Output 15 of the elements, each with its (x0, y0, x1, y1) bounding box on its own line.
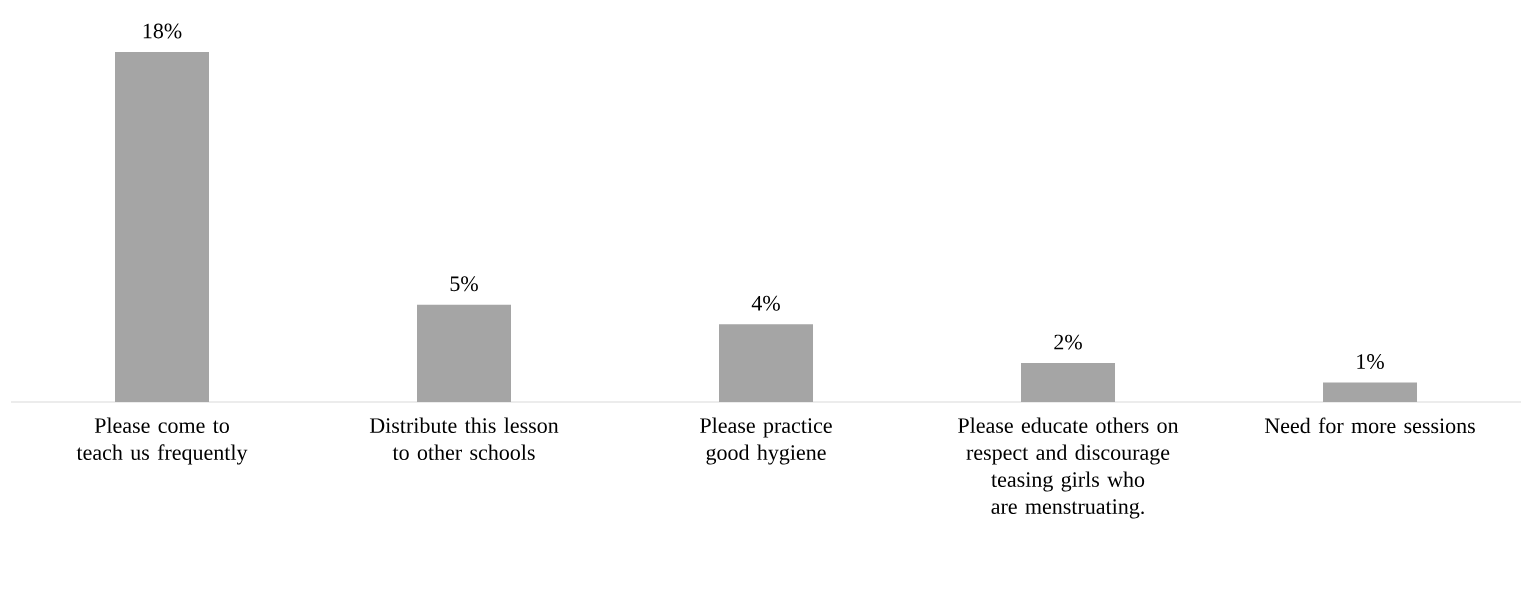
x-tick-label: Distribute this lesson to other schools (369, 417, 559, 461)
x-tick-label: Please educate others on respect and discourage teasing girls who are menstruating. (958, 417, 1179, 519)
x-tick-label: Please practice good hygiene (700, 417, 832, 465)
x-tick-label: Need for more sessions (1264, 417, 1475, 434)
x-tick-label: Please come to teach us frequently (76, 417, 248, 465)
data-label: 18% (143, 23, 182, 39)
data-label: 4% (751, 295, 780, 311)
bar (417, 304, 511, 402)
bar (1323, 382, 1418, 402)
bar (115, 52, 209, 402)
bar (1021, 363, 1116, 402)
data-label: 5% (450, 276, 478, 292)
data-label: 2% (1054, 334, 1082, 350)
bar (719, 324, 814, 402)
data-label: 1% (1357, 354, 1384, 370)
